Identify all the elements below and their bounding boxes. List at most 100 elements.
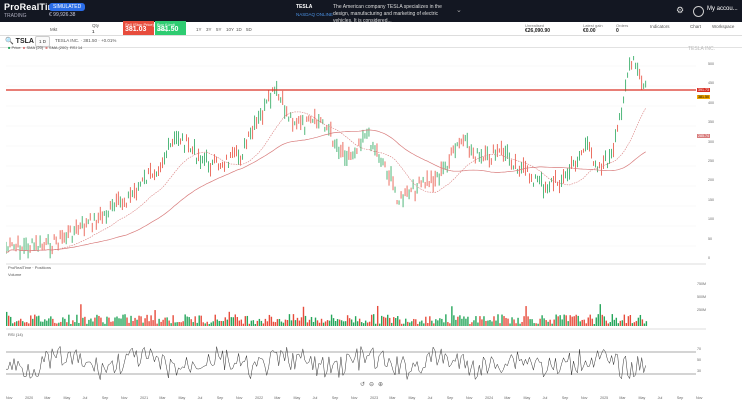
interval-5d[interactable]: 5D	[246, 27, 252, 32]
volume-bar	[222, 321, 224, 326]
volume-bar	[459, 315, 461, 326]
simulated-badge[interactable]: SIMULATED	[49, 3, 86, 11]
price-tick: 50	[708, 236, 712, 241]
volume-bar	[94, 317, 96, 326]
instrument-legend: TESLA INC. · 381.50 · +0.01%	[55, 38, 117, 43]
zoom-out-icon[interactable]: ⊖	[369, 382, 375, 388]
volume-bar	[439, 318, 441, 326]
buy-button[interactable]: Buy (Limit Price) 381.50	[155, 21, 186, 35]
time-tick: Mar	[159, 396, 166, 400]
volume-bar	[437, 320, 439, 326]
volume-bar	[176, 322, 178, 326]
volume-bar	[401, 323, 403, 326]
volume-bar	[194, 316, 196, 326]
volume-bar	[463, 316, 465, 326]
volume-bar	[180, 322, 182, 326]
volume-bar	[332, 318, 335, 326]
volume-bar	[272, 321, 275, 326]
time-tick: Nov	[466, 396, 473, 400]
indicators-button[interactable]: Indicators	[650, 24, 670, 29]
volume-bar	[547, 321, 549, 326]
time-tick: Sep	[446, 396, 454, 400]
volume-bar	[423, 323, 425, 326]
time-tick: 2021	[140, 396, 149, 400]
volume-bar	[198, 315, 200, 326]
chevron-down-icon[interactable]: ⌄	[456, 7, 462, 14]
interval-1y[interactable]: 1Y	[196, 27, 202, 32]
workspace-button[interactable]: Workspace	[712, 24, 735, 29]
volume-bar	[196, 322, 198, 326]
volume-bar	[589, 314, 591, 326]
volume-bar	[413, 318, 415, 326]
time-tick: Mar	[504, 396, 511, 400]
volume-bar	[98, 315, 100, 326]
volume-bar	[86, 323, 88, 326]
timeframe-select[interactable]: 1 D	[35, 36, 51, 47]
chart-button[interactable]: Chart	[690, 24, 702, 29]
volume-bar	[326, 320, 329, 326]
volume-bar	[362, 323, 365, 326]
volume-bar	[541, 315, 543, 326]
volume-bar	[409, 322, 411, 326]
volume-bar	[523, 316, 525, 326]
time-tick: May	[63, 396, 71, 400]
account-icon[interactable]	[693, 6, 704, 17]
time-tick: Sep	[331, 396, 339, 400]
volume-bar	[449, 323, 451, 326]
volume-bar	[639, 314, 642, 326]
price-chart[interactable]	[6, 56, 706, 394]
volume-bar	[625, 323, 628, 326]
volume-bar	[553, 319, 555, 326]
account-menu[interactable]: My accou...	[707, 6, 738, 12]
volume-bar	[621, 320, 624, 326]
time-tick: Nov	[6, 396, 13, 400]
order-mode[interactable]: Mkt	[50, 27, 58, 32]
time-tick: Jul	[82, 396, 88, 400]
volume-bar	[46, 320, 48, 326]
time-tick: Sep	[561, 396, 569, 400]
rsi-tick: 50	[697, 358, 701, 362]
volume-bar	[72, 320, 74, 326]
volume-bar	[58, 322, 60, 326]
volume-bar	[268, 314, 271, 326]
volume-bar	[150, 315, 152, 326]
reset-zoom-icon[interactable]: ↺	[360, 382, 366, 388]
volume-bar	[314, 317, 317, 326]
volume-bar	[192, 322, 194, 326]
volume-bar	[164, 317, 166, 326]
time-tick: Mar	[389, 396, 396, 400]
volume-bar	[226, 319, 228, 326]
volume-bar	[499, 323, 501, 326]
volume-bar	[68, 314, 70, 326]
interval-5y[interactable]: 5Y	[216, 27, 222, 32]
volume-bar	[134, 317, 136, 326]
volume-bar	[312, 321, 315, 326]
volume-bar	[32, 318, 34, 326]
volume-bar	[246, 315, 249, 326]
volume-bar	[100, 317, 102, 326]
volume-bar	[78, 322, 80, 326]
time-tick: May	[408, 396, 416, 400]
interval-1d[interactable]: 1D	[236, 27, 242, 32]
stat-latest-gain: Latest gain €0.00	[583, 23, 603, 34]
volume-bar	[170, 323, 172, 326]
volume-bar	[352, 322, 355, 326]
settings-icon[interactable]: ⚙	[676, 5, 685, 15]
symbol-search[interactable]: 🔍 TSLA	[5, 38, 34, 45]
time-tick: 2024	[485, 396, 494, 400]
volume-bar	[366, 322, 369, 326]
volume-bar	[322, 322, 325, 326]
volume-bar	[511, 317, 513, 326]
volume-bar	[350, 319, 353, 326]
interval-10y[interactable]: 10Y	[226, 27, 235, 32]
zoom-in-icon[interactable]: ⊕	[378, 382, 384, 388]
volume-bar	[234, 314, 237, 326]
volume-bar	[292, 314, 295, 326]
sell-button[interactable]: Sell (Stop Price) 381.03	[123, 21, 154, 35]
volume-bar	[250, 320, 253, 326]
interval-3y[interactable]: 3Y	[206, 27, 212, 32]
volume-bar	[44, 319, 46, 326]
qty-field[interactable]: 1	[92, 29, 95, 34]
volume-bar	[154, 310, 156, 326]
volume-bar	[645, 321, 648, 326]
